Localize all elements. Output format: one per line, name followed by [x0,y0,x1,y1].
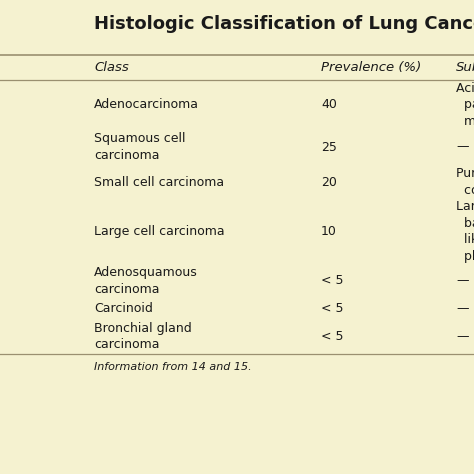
Text: Histologic Classification of Lung Cancer: Histologic Classification of Lung Cancer [94,15,474,33]
Text: —: — [456,274,468,288]
Text: < 5: < 5 [321,330,344,343]
Text: Squamous cell
carcinoma: Squamous cell carcinoma [94,132,185,162]
Text: —: — [456,302,468,315]
Text: 40: 40 [321,98,337,111]
Text: Pure small cell carcinoma,
  combined small cell carcinc: Pure small cell carcinoma, combined smal… [456,167,474,197]
Text: —: — [456,330,468,343]
Text: Large cell neuroendocrine,
  basaloid, lymphoepithelial-
  like, large cell with: Large cell neuroendocrine, basaloid, lym… [456,200,474,263]
Text: 10: 10 [321,225,337,238]
Text: < 5: < 5 [321,274,344,288]
Text: —: — [456,140,468,154]
Text: Small cell carcinoma: Small cell carcinoma [94,175,224,189]
Text: Large cell carcinoma: Large cell carcinoma [94,225,225,238]
Text: 20: 20 [321,175,337,189]
Text: 25: 25 [321,140,337,154]
Text: Information from 14 and 15.: Information from 14 and 15. [94,362,252,372]
Text: Carcinoid: Carcinoid [94,302,153,315]
Text: Prevalence (%): Prevalence (%) [321,61,421,74]
Text: Subtypes: Subtypes [456,61,474,74]
Text: Adenocarcinoma: Adenocarcinoma [94,98,199,111]
Text: < 5: < 5 [321,302,344,315]
Text: Adenosquamous
carcinoma: Adenosquamous carcinoma [94,266,198,296]
Text: Class: Class [94,61,129,74]
Text: Acinar, bronchioalveolar,
  papillary, solid carcinoma w
  mucus formation, mixe: Acinar, bronchioalveolar, papillary, sol… [456,82,474,128]
Text: Bronchial gland
carcinoma: Bronchial gland carcinoma [94,322,192,351]
